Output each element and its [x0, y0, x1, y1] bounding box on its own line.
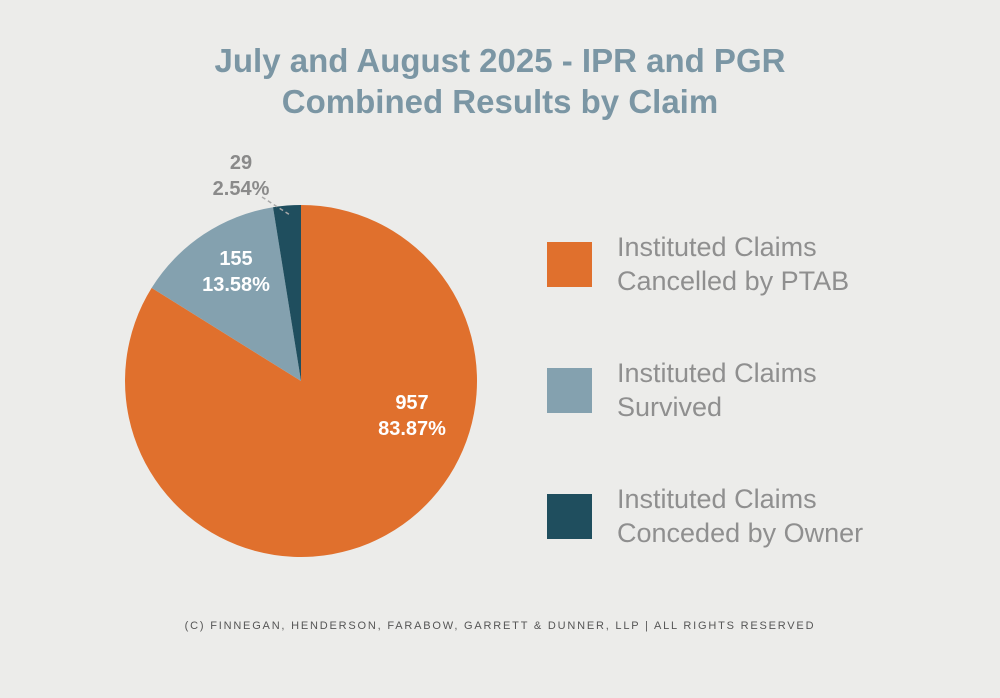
- chart-title-line1: July and August 2025 - IPR and PGR: [214, 42, 786, 79]
- legend-item-conceded: Instituted Claims Conceded by Owner: [547, 482, 863, 550]
- chart-title: July and August 2025 - IPR and PGR Combi…: [0, 40, 1000, 122]
- legend-label-line2: Conceded by Owner: [617, 518, 864, 548]
- legend-label-line1: Instituted Claims: [617, 232, 817, 262]
- legend-label-cancelled: Instituted Claims Cancelled by PTAB: [617, 230, 849, 298]
- legend-label-line2: Cancelled by PTAB: [617, 266, 850, 296]
- slice-percent-conceded: 2.54%: [212, 178, 270, 200]
- slice-label-cancelled: 957 83.87%: [378, 390, 446, 442]
- slice-value-survived: 155: [219, 248, 253, 270]
- slice-label-conceded: 29 2.54%: [213, 150, 270, 202]
- legend-swatch-conceded: [547, 493, 592, 539]
- slice-percent-cancelled: 83.87%: [378, 418, 446, 440]
- slice-percent-survived: 13.58%: [202, 274, 270, 296]
- leader-line-conceded: [261, 196, 291, 216]
- legend-item-survived: Instituted Claims Survived: [547, 356, 863, 424]
- slice-value-conceded: 29: [229, 152, 253, 174]
- pie-slice-3: [273, 205, 301, 381]
- pie-slices: [125, 205, 478, 557]
- legend-item-cancelled: Instituted Claims Cancelled by PTAB: [547, 230, 863, 298]
- legend: Instituted Claims Cancelled by PTAB Inst…: [547, 230, 863, 608]
- legend-label-line1: Instituted Claims: [617, 484, 817, 514]
- legend-label-line2: Survived: [617, 392, 723, 422]
- legend-label-survived: Instituted Claims Survived: [617, 356, 817, 424]
- pie-slice-2: [151, 207, 301, 381]
- slice-value-cancelled: 957: [395, 392, 429, 414]
- chart-title-line2: Combined Results by Claim: [281, 83, 719, 120]
- slice-label-survived: 155 13.58%: [202, 246, 270, 298]
- legend-swatch-cancelled: [547, 241, 592, 287]
- legend-label-conceded: Instituted Claims Conceded by Owner: [617, 482, 863, 550]
- legend-label-line1: Instituted Claims: [617, 358, 817, 388]
- footer-copyright: (C) FINNEGAN, HENDERSON, FARABOW, GARRET…: [184, 620, 816, 632]
- pie-slice-1: [125, 205, 478, 557]
- legend-swatch-survived: [547, 367, 592, 413]
